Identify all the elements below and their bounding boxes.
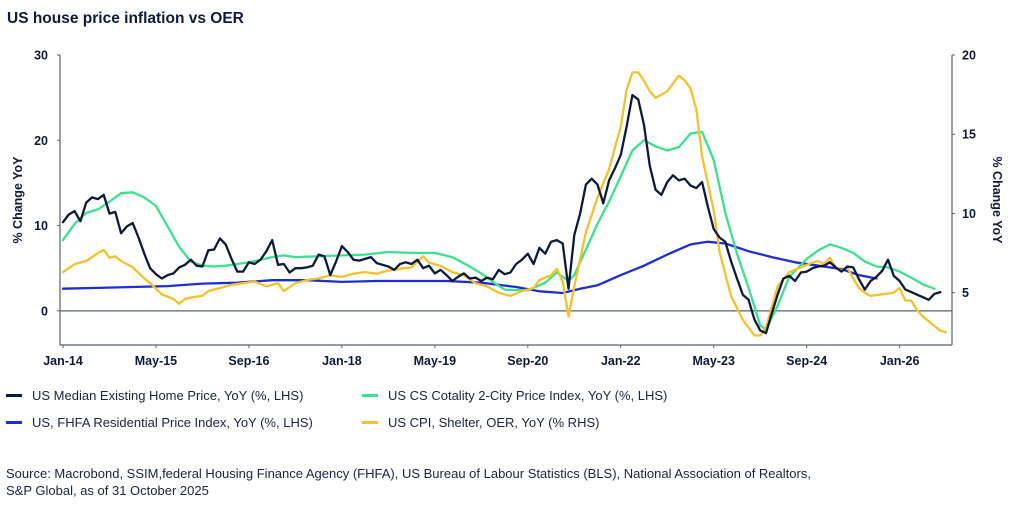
x-tick-label: May-19 bbox=[414, 354, 456, 368]
legend-swatch-median bbox=[6, 394, 22, 397]
legend-swatch-oer bbox=[362, 421, 378, 424]
right-tick-label: 5 bbox=[962, 286, 969, 300]
x-tick-label: Jan-26 bbox=[880, 354, 920, 368]
x-tick-label: May-15 bbox=[135, 354, 177, 368]
legend-swatch-cs bbox=[362, 394, 378, 397]
series-line-us-cpi-shelter-oer-yoy-rhs bbox=[61, 71, 948, 337]
legend-item-oer: US CPI, Shelter, OER, YoY (% RHS) bbox=[362, 415, 599, 430]
series-line-us-median-existing-home-price-yoy-lhs bbox=[61, 93, 942, 335]
right-tick-label: 15 bbox=[962, 128, 976, 142]
legend-label: US, FHFA Residential Price Index, YoY (%… bbox=[32, 415, 313, 430]
series-line-us-cs-cotality-2-city-price-index-yoy-lhs bbox=[61, 130, 936, 331]
series-line-us-fhfa-residential-price-index-yoy-lhs bbox=[61, 240, 878, 295]
left-axis-title: % Change YoY bbox=[11, 156, 25, 244]
legend-item-cs-cotality: US CS Cotality 2-City Price Index, YoY (… bbox=[362, 388, 667, 403]
x-tick-label: Jan-22 bbox=[601, 354, 641, 368]
source-line-1: Source: Macrobond, SSIM,federal Housing … bbox=[6, 466, 811, 481]
right-tick-label: 20 bbox=[962, 49, 976, 63]
x-tick-label: May-23 bbox=[693, 354, 735, 368]
right-tick-label: 10 bbox=[962, 207, 976, 221]
legend-label: US Median Existing Home Price, YoY (%, L… bbox=[32, 388, 304, 403]
left-tick-label: 10 bbox=[34, 219, 48, 233]
axes bbox=[57, 54, 955, 348]
legend-item-fhfa: US, FHFA Residential Price Index, YoY (%… bbox=[6, 415, 313, 430]
x-tick-label: Jan-18 bbox=[322, 354, 362, 368]
x-tick-label: Sep-24 bbox=[786, 354, 827, 368]
left-tick-label: 30 bbox=[34, 49, 48, 63]
legend-label: US CPI, Shelter, OER, YoY (% RHS) bbox=[388, 415, 600, 430]
tick-labels: 0 10 20 30 5 10 15 20 Jan-14 May-15 Sep-16 Jan-18 Ma… bbox=[34, 49, 976, 369]
x-tick-label: Sep-16 bbox=[228, 354, 269, 368]
left-tick-label: 0 bbox=[41, 304, 48, 318]
legend-item-median-home-price: US Median Existing Home Price, YoY (%, L… bbox=[6, 388, 303, 403]
right-axis-title: % Change YoY bbox=[990, 156, 1004, 244]
source-note: Source: Macrobond, SSIM,federal Housing … bbox=[6, 465, 1016, 499]
line-chart: 0 10 20 30 5 10 15 20 Jan-14 May-15 Sep-16 Jan-18 Ma… bbox=[11, 49, 1004, 369]
x-tick-label: Jan-14 bbox=[43, 354, 83, 368]
legend-label: US CS Cotality 2-City Price Index, YoY (… bbox=[388, 388, 668, 403]
left-tick-label: 20 bbox=[34, 134, 48, 148]
x-tick-label: Sep-20 bbox=[507, 354, 548, 368]
chart-title: US house price inflation vs OER bbox=[7, 10, 244, 27]
series-lines bbox=[61, 71, 948, 337]
legend-swatch-fhfa bbox=[6, 421, 22, 424]
source-line-2: S&P Global, as of 31 October 2025 bbox=[6, 483, 209, 498]
